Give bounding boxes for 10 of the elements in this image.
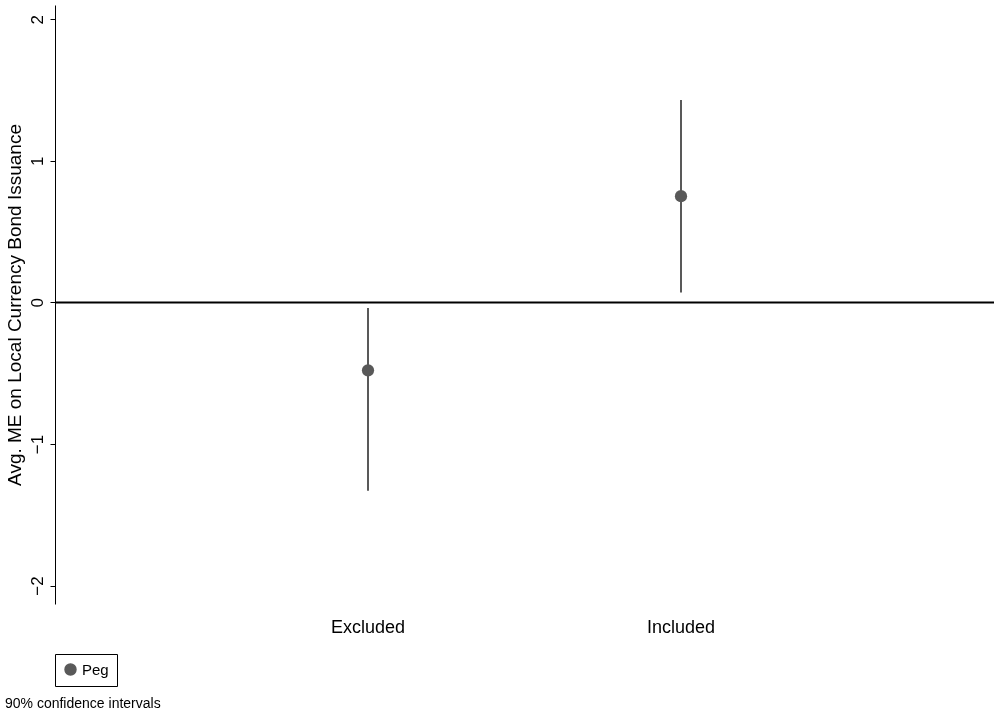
y-tick-label: 1 — [27, 156, 47, 166]
legend-label: Peg — [82, 660, 109, 678]
x-tick-label: Excluded — [330, 616, 406, 637]
x-tick-label: Included — [646, 616, 716, 637]
y-tick-label: 2 — [27, 14, 47, 25]
y-tick-label: −2 — [27, 576, 47, 596]
y-tick-label: −1 — [27, 434, 47, 455]
y-tick-label: 0 — [27, 298, 47, 308]
y-axis-title: Avg. ME on Local Currency Bond Issuance — [3, 124, 25, 486]
text: 90% confidence intervals — [5, 694, 161, 711]
